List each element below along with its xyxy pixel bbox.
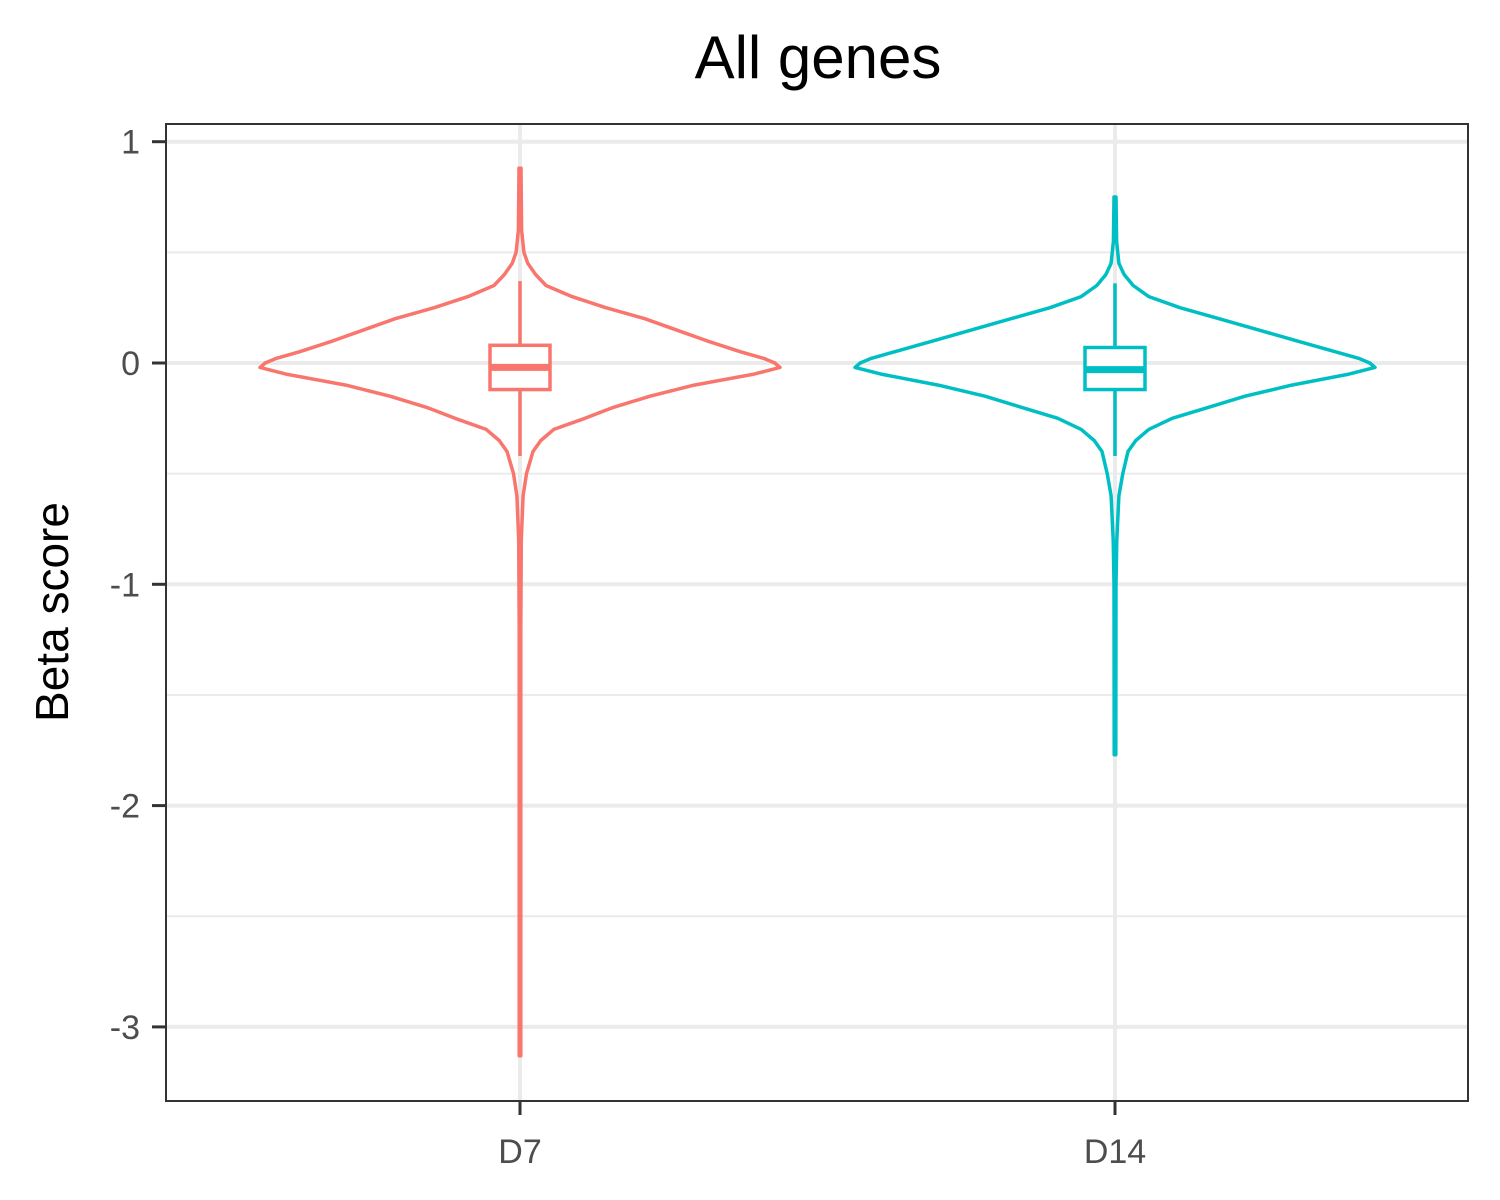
axes: 1 0 -1 -2 -3 D7 D14 [110, 124, 1146, 1171]
y-tick-label: -2 [110, 788, 140, 826]
y-tick-label: -1 [110, 566, 140, 604]
x-tick-label: D14 [1084, 1133, 1146, 1171]
panel-border [165, 123, 1469, 1102]
y-tick-label: 0 [121, 345, 140, 383]
y-tick-label: -3 [110, 1009, 140, 1047]
violin-outline [853, 195, 1377, 757]
y-tick-label: 1 [121, 124, 140, 162]
violin-d7 [258, 166, 782, 1058]
violin-d14 [853, 195, 1377, 757]
violins [258, 166, 1377, 1058]
y-axis-label: Beta score [26, 502, 78, 722]
violin-outline [258, 166, 782, 1058]
x-tick-label: D7 [498, 1133, 541, 1171]
chart-title: All genes [695, 24, 942, 91]
